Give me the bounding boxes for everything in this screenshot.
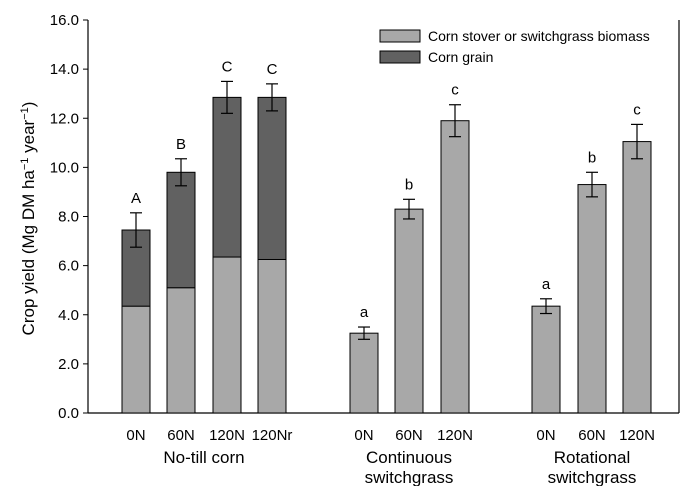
y-tick-label: 0.0 xyxy=(58,405,79,422)
bar-biomass xyxy=(440,120,470,414)
legend-swatch xyxy=(379,50,421,64)
legend: Corn stover or switchgrass biomass Corn g… xyxy=(379,28,650,65)
significance-letter: b xyxy=(405,176,413,193)
bar-biomass xyxy=(349,332,379,414)
legend-label: Corn grain xyxy=(428,49,493,65)
significance-letter: c xyxy=(451,82,459,99)
significance-letter: a xyxy=(542,276,551,293)
bar-grain xyxy=(257,96,287,260)
category-label: 60N xyxy=(395,427,423,444)
bar-biomass xyxy=(212,256,242,414)
category-label: 120N xyxy=(209,427,245,444)
significance-letter: C xyxy=(222,58,233,75)
y-tick-label: 6.0 xyxy=(58,258,79,275)
bar-biomass xyxy=(531,305,561,414)
y-tick-label: 8.0 xyxy=(58,209,79,226)
labels-layer: A 0N B 60N C 120N C 120Nr No-till corn a 0N b 60N c 12… xyxy=(126,58,655,486)
y-tick-label: 14.0 xyxy=(50,61,79,78)
category-label: 0N xyxy=(354,427,373,444)
group-label: No-till corn xyxy=(163,448,244,467)
y-tick-label: 10.0 xyxy=(50,159,79,176)
legend-label: Corn stover or switchgrass biomass xyxy=(428,28,650,44)
group-label: Rotational xyxy=(554,448,631,467)
significance-letter: b xyxy=(588,149,596,166)
bar-biomass xyxy=(121,305,151,414)
bar-grain xyxy=(212,96,242,258)
category-label: 120N xyxy=(437,427,473,444)
category-label: 120N xyxy=(619,427,655,444)
category-label: 60N xyxy=(578,427,606,444)
bar-grain xyxy=(166,171,196,289)
category-label: 60N xyxy=(167,427,195,444)
category-label: 120Nr xyxy=(252,427,293,444)
y-axis-label: Crop yield (Mg DM ha−1 year−1) xyxy=(19,102,38,336)
bars-layer xyxy=(121,80,652,414)
group-label: switchgrass xyxy=(365,468,454,486)
y-tick-label: 16.0 xyxy=(50,12,79,29)
y-tick-label: 4.0 xyxy=(58,307,79,324)
bar-biomass xyxy=(394,208,424,414)
significance-letter: a xyxy=(360,304,369,321)
y-tick-label: 2.0 xyxy=(58,356,79,373)
bar-biomass xyxy=(577,184,607,414)
significance-letter: c xyxy=(633,101,641,118)
significance-letter: C xyxy=(267,61,278,78)
bar-biomass xyxy=(257,258,287,414)
significance-letter: B xyxy=(176,136,186,153)
bar-biomass xyxy=(166,287,196,414)
category-label: 0N xyxy=(536,427,555,444)
group-label: switchgrass xyxy=(548,468,637,486)
y-tick-label: 12.0 xyxy=(50,110,79,127)
legend-swatch xyxy=(379,29,421,43)
significance-letter: A xyxy=(131,190,141,207)
group-label: Continuous xyxy=(366,448,452,467)
axes: 0.0 2.0 4.0 6.0 8.0 10.0 12.0 14.0 16.0 Crop yiel… xyxy=(19,12,680,422)
bar-biomass xyxy=(622,141,652,414)
category-label: 0N xyxy=(126,427,145,444)
